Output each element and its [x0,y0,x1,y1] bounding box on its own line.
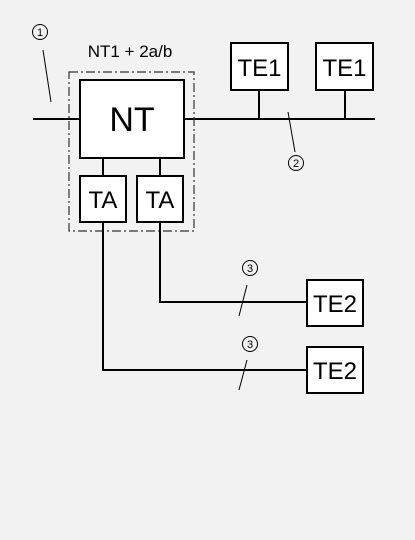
marker-1-leader [42,49,52,103]
te1-box-2 [315,42,374,91]
marker-1-label: 1 [37,27,43,39]
ta-label-1: TA [89,187,118,214]
marker-2-leader [287,111,296,153]
ta1-te2-line [102,222,307,371]
te1-box-1 [230,42,289,91]
nt-label: NT [109,101,154,139]
marker-3b-leader [238,359,248,391]
marker-3a-leader [238,284,248,317]
marker-1: 1 [32,24,52,103]
group-label: NT1 + 2a/b [88,42,173,61]
ta2-te2-line [159,222,307,303]
ta-box-2 [136,175,184,223]
te2-label-1: TE2 [313,291,357,318]
te2-box-1 [306,279,364,327]
te2-label-2: TE2 [313,358,357,385]
nt1-group-boundary [68,71,195,232]
ta-label-2: TA [146,187,175,214]
marker-3b: 3 [238,336,258,391]
marker-3b-label: 3 [247,339,253,351]
marker-3a: 3 [238,260,258,317]
marker-2-label: 2 [293,158,299,170]
te2-box-2 [306,346,364,394]
marker-3a-label: 3 [247,263,253,275]
nt-box [79,79,185,159]
te1-label-2: TE1 [322,55,366,82]
te1-label-1: TE1 [237,55,281,82]
marker-2: 2 [287,111,304,171]
